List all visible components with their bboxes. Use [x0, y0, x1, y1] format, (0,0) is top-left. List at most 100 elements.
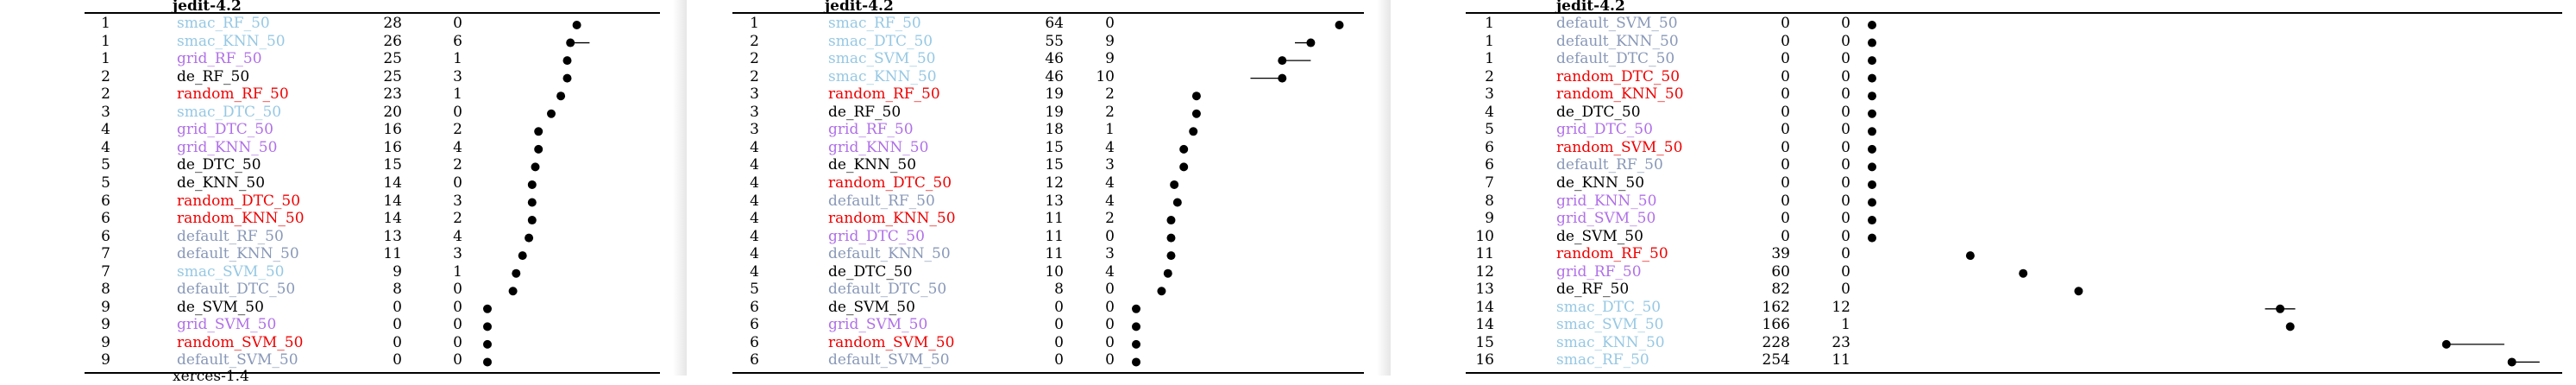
treatment-name: random_KNN_50 — [1556, 85, 1684, 104]
median-cell: 20 — [383, 103, 402, 121]
treatment-name: default_KNN_50 — [1556, 32, 1679, 50]
rank-cell: 2 — [1485, 67, 1494, 85]
iqr-cell: 4 — [1105, 192, 1115, 210]
iqr-cell: 0 — [1841, 262, 1850, 281]
iqr-cell: 0 — [1105, 298, 1115, 316]
treatment-name: smac_SVM_50 — [177, 262, 285, 281]
median-dot — [483, 357, 492, 367]
median-cell: 19 — [1045, 85, 1064, 104]
median-dot — [1306, 38, 1316, 47]
iqr-cell: 0 — [1105, 316, 1115, 334]
median-cell: 82 — [1771, 281, 1790, 299]
rank-cell: 2 — [101, 85, 110, 104]
median-cell: 15 — [1045, 138, 1064, 156]
iqr-cell: 0 — [1841, 174, 1850, 192]
median-cell: 64 — [1045, 15, 1064, 32]
median-dot — [525, 233, 534, 243]
rank-cell: 6 — [750, 298, 759, 316]
rank-cell: 9 — [101, 351, 110, 369]
iqr-cell: 0 — [1105, 15, 1115, 32]
median-dot — [1868, 127, 1876, 136]
treatment-name: random_RF_50 — [177, 85, 289, 104]
table-title: jedit-4.2 — [173, 0, 242, 15]
rank-cell: 5 — [750, 281, 759, 299]
median-dot — [1965, 251, 1975, 261]
median-cell: 0 — [393, 333, 402, 351]
iqr-cell: 3 — [453, 245, 462, 263]
rank-cell: 14 — [1475, 316, 1494, 334]
rank-cell: 3 — [1485, 85, 1494, 104]
median-dot — [1868, 21, 1876, 29]
iqr-cell: 4 — [1105, 138, 1115, 156]
treatment-name: grid_DTC_50 — [828, 227, 925, 245]
iqr-cell: 3 — [1105, 245, 1115, 263]
rank-cell: 8 — [101, 281, 110, 299]
median-cell: 11 — [1045, 210, 1064, 228]
median-cell: 28 — [383, 15, 402, 32]
rank-cell: 9 — [101, 298, 110, 316]
median-cell: 14 — [383, 210, 402, 228]
page-divider — [673, 0, 687, 376]
iqr-cell: 0 — [1841, 15, 1850, 32]
bottom-rule — [1466, 372, 2562, 374]
median-cell: 15 — [1045, 156, 1064, 174]
rank-cell: 1 — [1485, 15, 1494, 32]
median-dot — [483, 339, 492, 349]
rank-cell: 6 — [101, 227, 110, 245]
iqr-cell: 0 — [453, 15, 462, 32]
top-rule — [1466, 12, 2562, 14]
treatment-name: default_RF_50 — [1556, 156, 1663, 174]
median-cell: 166 — [1762, 316, 1790, 334]
treatment-name: random_KNN_50 — [177, 210, 305, 228]
treatment-name: de_KNN_50 — [828, 156, 917, 174]
iqr-cell: 0 — [1105, 227, 1115, 245]
rank-cell: 9 — [101, 333, 110, 351]
page-divider — [1377, 0, 1391, 376]
iqr-cell: 0 — [1841, 192, 1850, 210]
median-cell: 0 — [1054, 298, 1064, 316]
treatment-name: random_DTC_50 — [1556, 67, 1681, 85]
iqr-cell: 0 — [1841, 85, 1850, 104]
top-rule — [732, 12, 1364, 14]
treatment-name: random_RF_50 — [1556, 245, 1668, 263]
median-dot — [562, 56, 572, 66]
median-cell: 13 — [383, 227, 402, 245]
iqr-cell: 11 — [1831, 351, 1850, 369]
median-dot — [1278, 73, 1287, 83]
treatment-name: grid_SVM_50 — [1556, 210, 1656, 228]
iqr-cell: 2 — [453, 156, 462, 174]
treatment-name: de_DTC_50 — [177, 156, 261, 174]
iqr-cell: 3 — [453, 67, 462, 85]
median-dot — [1868, 162, 1876, 172]
median-dot — [2074, 287, 2083, 296]
median-dot — [1868, 38, 1876, 47]
bottom-rule — [85, 372, 660, 374]
median-dot — [1868, 198, 1876, 207]
iqr-cell: 0 — [1841, 50, 1850, 68]
median-cell: 18 — [1045, 121, 1064, 139]
rank-cell: 3 — [750, 103, 759, 121]
iqr-cell: 0 — [1841, 121, 1850, 139]
median-cell: 46 — [1045, 67, 1064, 85]
median-dot — [572, 21, 581, 29]
rank-cell: 9 — [101, 316, 110, 334]
rank-cell: 7 — [101, 262, 110, 281]
iqr-cell: 0 — [1105, 351, 1115, 369]
rank-cell: 1 — [750, 15, 759, 32]
treatment-name: grid_KNN_50 — [177, 138, 278, 156]
median-dot — [1166, 216, 1176, 225]
median-dot — [1166, 251, 1176, 261]
treatment-name: default_RF_50 — [177, 227, 284, 245]
iqr-cell: 0 — [453, 103, 462, 121]
rank-cell: 4 — [101, 121, 110, 139]
median-dot — [527, 198, 537, 207]
rank-cell: 1 — [101, 32, 110, 50]
median-dot — [547, 109, 556, 118]
treatment-name: grid_DTC_50 — [1556, 121, 1653, 139]
rank-cell: 4 — [101, 138, 110, 156]
rank-cell: 7 — [101, 245, 110, 263]
median-dot — [1868, 216, 1876, 225]
median-cell: 0 — [1781, 121, 1790, 139]
median-dot — [1868, 56, 1876, 66]
median-dot — [527, 180, 537, 189]
